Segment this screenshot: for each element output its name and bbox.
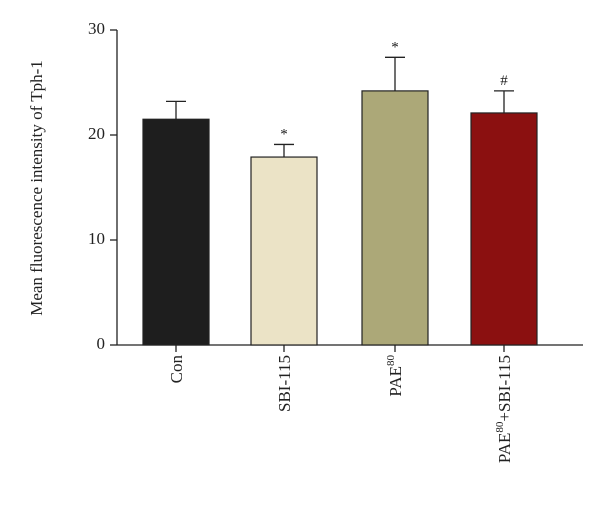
x-tick-label: Con (167, 355, 186, 384)
y-tick-label: 10 (88, 229, 105, 248)
bar (470, 112, 538, 346)
label-text: SBI-115 (275, 355, 294, 412)
y-tick-label: 30 (88, 19, 105, 38)
x-tick-label: PAE80+SBI-115 (494, 355, 514, 463)
significance-mark: * (280, 126, 288, 142)
bar (250, 156, 318, 346)
bar (361, 90, 429, 346)
x-tick-label: PAE80 (385, 355, 405, 397)
label-superscript: 80 (494, 421, 506, 433)
y-axis-label: Mean fluorescence intensity of Tph-1 (27, 60, 46, 316)
label-text: +SBI-115 (495, 355, 514, 422)
label-text: PAE (495, 433, 514, 464)
label-text: Con (167, 355, 186, 384)
significance-mark: * (391, 39, 399, 55)
bar (142, 118, 210, 346)
x-tick-label: SBI-115 (275, 355, 294, 412)
label-superscript: 80 (385, 355, 397, 367)
significance-mark: # (500, 73, 508, 89)
label-text: PAE (386, 366, 405, 397)
y-tick-label: 20 (88, 124, 105, 143)
y-tick-label: 0 (97, 334, 106, 353)
